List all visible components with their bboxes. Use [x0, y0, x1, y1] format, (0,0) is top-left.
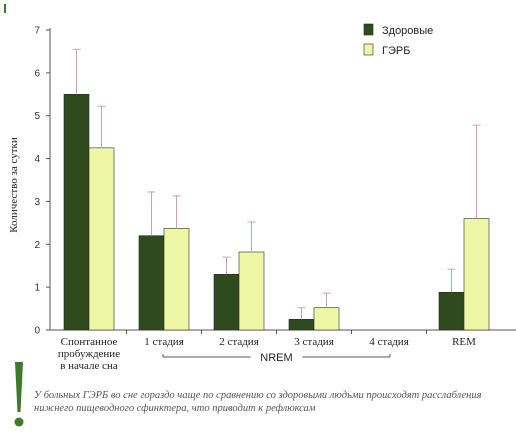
legend-swatch-gerd [363, 43, 374, 56]
category-label: Спонтанное [61, 336, 118, 348]
error-bars [72, 48, 481, 320]
y-tick-label: 7 [34, 26, 40, 37]
y-axis-title-group: Количество за сутки [8, 137, 20, 233]
corner-mark [4, 4, 6, 13]
legend-label-gerd: ГЭРБ [382, 45, 410, 57]
bar-gerd [163, 228, 190, 331]
bar-healthy [63, 93, 90, 331]
y-tick-label: 2 [34, 240, 40, 251]
bar-healthy [138, 235, 165, 331]
bar-gerd [313, 307, 340, 331]
y-tick-label: 1 [34, 283, 40, 294]
y-tick-label: 4 [34, 154, 40, 165]
category-label: в начале сна [60, 360, 118, 372]
bar-healthy [288, 318, 315, 331]
axes: 0 1 2 3 4 5 6 7 [34, 26, 516, 337]
bars [63, 93, 490, 331]
y-tick-label: 0 [34, 326, 40, 337]
category-label: 3 стадия [294, 336, 334, 348]
legend-label-healthy: Здоровые [382, 25, 433, 37]
y-axis-title: Количество за сутки [8, 137, 20, 233]
y-tick-label: 3 [34, 197, 40, 208]
exclamation-icon [14, 362, 24, 427]
category-label: пробуждение [58, 348, 120, 360]
category-label: REM [452, 336, 476, 348]
group-label-bg [250, 349, 303, 363]
note-text: У больных ГЭРБ во сне гораздо чаще по ср… [34, 390, 482, 414]
bar-gerd [88, 147, 115, 331]
category-label: 1 стадия [144, 336, 184, 348]
bar-healthy [213, 273, 240, 331]
bar-healthy [438, 291, 465, 331]
y-tick-label: 6 [34, 68, 40, 79]
nrem-bracket: NREM [162, 349, 391, 364]
category-label: 4 стадия [369, 336, 409, 348]
category-label: 2 стадия [219, 336, 259, 348]
bar-gerd [463, 218, 490, 331]
bar-gerd [238, 251, 265, 331]
legend: Здоровые ГЭРБ [363, 23, 433, 57]
y-tick-label: 5 [34, 111, 40, 122]
group-label: NREM [260, 352, 292, 364]
legend-swatch-healthy [363, 23, 374, 36]
